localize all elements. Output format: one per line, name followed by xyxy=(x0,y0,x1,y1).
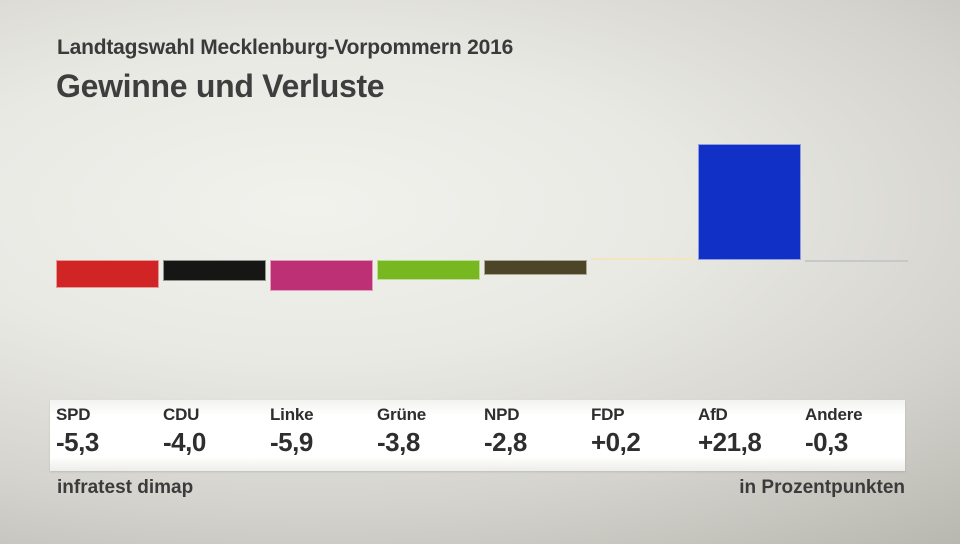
table-column-linke: Linke -5,9 xyxy=(270,400,374,471)
bar-andere xyxy=(805,260,908,262)
party-label: Linke xyxy=(270,405,314,424)
party-value: -3,8 xyxy=(377,427,420,457)
party-label: AfD xyxy=(698,405,728,424)
bar-grüne xyxy=(377,260,480,280)
bar-afd xyxy=(698,144,801,260)
party-value: -2,8 xyxy=(484,427,527,457)
party-label: Andere xyxy=(805,405,863,424)
party-value: -5,9 xyxy=(270,427,313,457)
unit-label: in Prozentpunkten xyxy=(739,477,905,498)
table-column-afd: AfD +21,8 xyxy=(698,400,802,471)
bar-linke xyxy=(270,260,373,291)
source-label: infratest dimap xyxy=(57,477,194,498)
page-title: Gewinne und Verluste xyxy=(56,68,385,104)
table-column-spd: SPD -5,3 xyxy=(56,400,160,471)
party-value: +21,8 xyxy=(698,427,762,457)
party-value: -4,0 xyxy=(163,427,206,457)
table-column-grüne: Grüne -3,8 xyxy=(377,400,481,471)
party-label: SPD xyxy=(56,405,91,424)
bar-npd xyxy=(484,260,587,275)
party-label: Grüne xyxy=(377,405,427,424)
footer: infratest dimap in Prozentpunkten xyxy=(57,477,905,499)
table-column-npd: NPD -2,8 xyxy=(484,400,588,471)
party-label: NPD xyxy=(484,405,520,424)
bar-spd xyxy=(56,260,159,288)
table-column-andere: Andere -0,3 xyxy=(805,400,909,471)
party-value: +0,2 xyxy=(591,427,641,457)
bar-plot xyxy=(56,144,908,291)
party-label: FDP xyxy=(591,405,625,424)
bar-fdp xyxy=(591,258,694,260)
bar-cdu xyxy=(163,260,266,281)
chart-subtitle: Landtagswahl Mecklenburg-Vorpommern 2016 xyxy=(57,36,514,59)
table-column-cdu: CDU -4,0 xyxy=(163,400,267,471)
party-label: CDU xyxy=(163,405,200,424)
legend-table: SPD -5,3 CDU -4,0 Linke -5,9 Grüne -3,8 NPD -2,8 F… xyxy=(50,400,905,471)
party-value: -0,3 xyxy=(805,427,848,457)
table-column-fdp: FDP +0,2 xyxy=(591,400,695,471)
party-value: -5,3 xyxy=(56,427,99,457)
